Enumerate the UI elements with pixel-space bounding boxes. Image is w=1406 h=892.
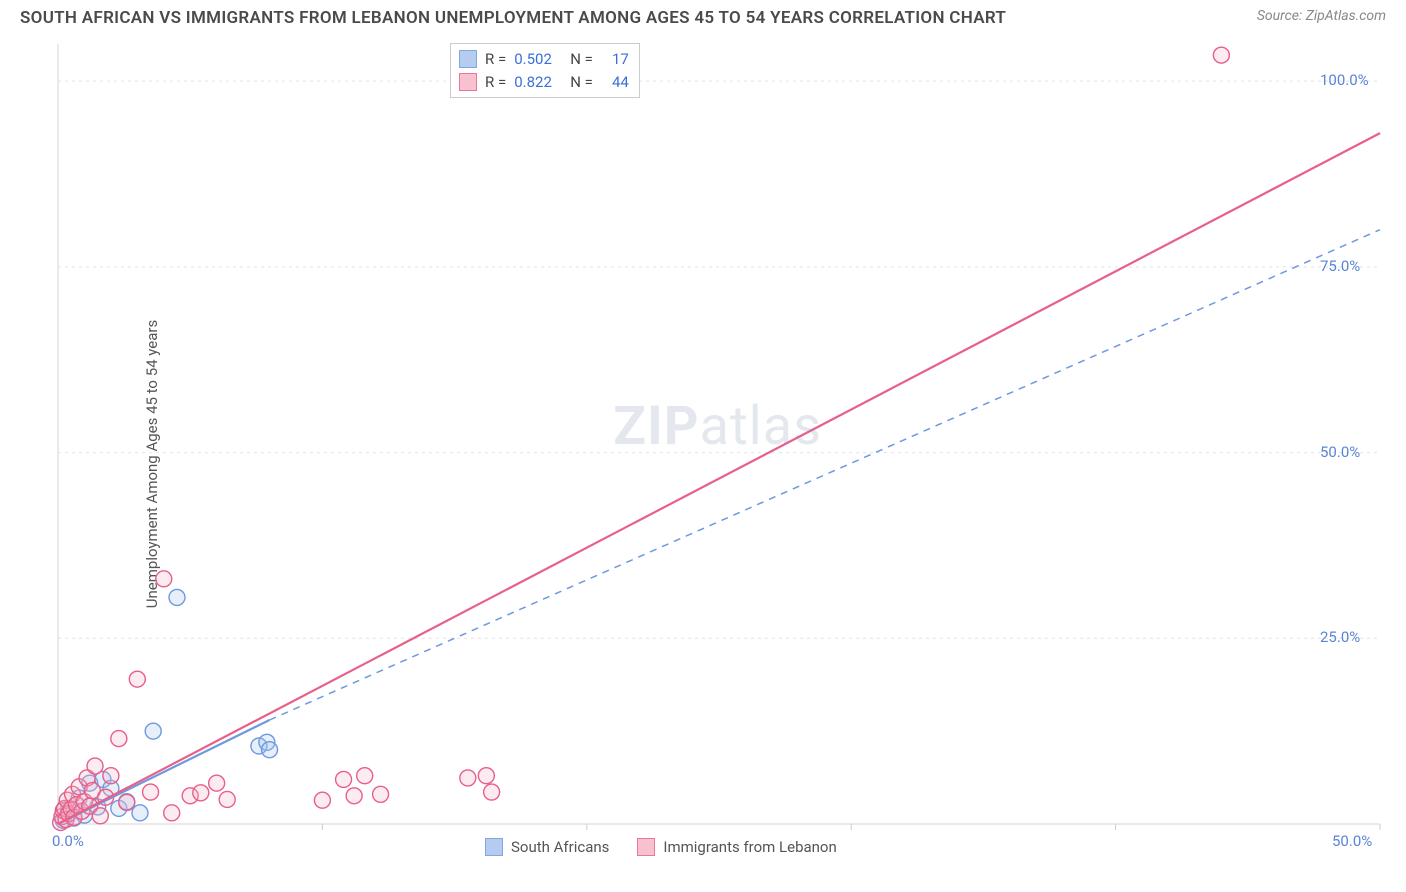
r-value: 0.822 (514, 71, 562, 94)
scatter-plot-svg (0, 36, 1406, 892)
y-tick-label: 75.0% (1320, 257, 1360, 275)
r-label: R = (485, 71, 506, 94)
legend-item: South Africans (485, 838, 609, 856)
correlation-legend-box: R = 0.502 N = 17 R = 0.822 N = 44 (450, 43, 640, 98)
watermark: ZIPatlas (613, 395, 822, 458)
legend-swatch (459, 50, 477, 68)
n-label: N = (570, 48, 593, 71)
x-tick-label: 0.0% (52, 832, 84, 850)
legend-item: Immigrants from Lebanon (637, 838, 836, 856)
source-attribution: Source: ZipAtlas.com (1257, 8, 1386, 24)
x-tick-label: 50.0% (1332, 832, 1372, 850)
source-prefix: Source: (1257, 8, 1306, 24)
series-legend: South Africans Immigrants from Lebanon (485, 838, 837, 856)
y-tick-label: 50.0% (1320, 443, 1360, 461)
correlation-row: R = 0.822 N = 44 (459, 71, 629, 94)
legend-label: South Africans (511, 838, 609, 856)
watermark-rest: atlas (700, 395, 822, 458)
y-tick-label: 100.0% (1320, 71, 1369, 89)
legend-label: Immigrants from Lebanon (663, 838, 836, 856)
n-label: N = (570, 71, 593, 94)
watermark-bold: ZIP (613, 395, 699, 458)
header: SOUTH AFRICAN VS IMMIGRANTS FROM LEBANON… (0, 0, 1406, 32)
legend-swatch (637, 838, 655, 856)
y-tick-label: 25.0% (1320, 628, 1360, 646)
correlation-row: R = 0.502 N = 17 (459, 48, 629, 71)
source-name: ZipAtlas.com (1306, 8, 1386, 24)
r-label: R = (485, 48, 506, 71)
r-value: 0.502 (514, 48, 562, 71)
legend-swatch (485, 838, 503, 856)
n-value: 17 (601, 48, 629, 71)
legend-swatch (459, 73, 477, 91)
chart-area: Unemployment Among Ages 45 to 54 years Z… (0, 36, 1406, 892)
n-value: 44 (601, 71, 629, 94)
chart-title: SOUTH AFRICAN VS IMMIGRANTS FROM LEBANON… (20, 8, 1006, 28)
